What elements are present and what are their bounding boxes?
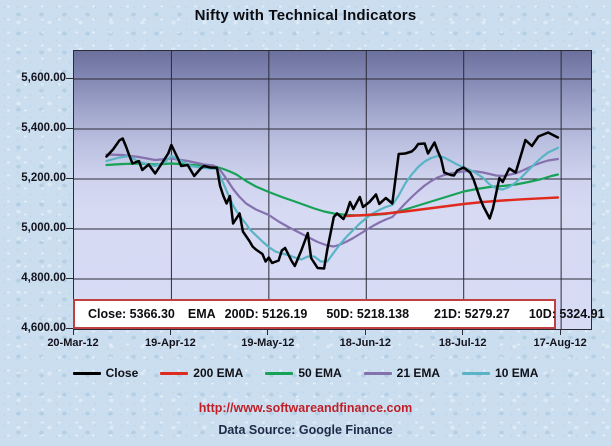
series-line-close xyxy=(105,131,560,270)
legend-line-swatch xyxy=(363,371,392,375)
info-close-value: Close: 5366.30 xyxy=(88,307,175,321)
legend-label: Close xyxy=(105,366,139,380)
legend-label: 200 EMA xyxy=(193,366,244,380)
legend-item-10-ema: 10 EMA xyxy=(462,366,538,380)
y-tick-label-5400: 5,400.00 xyxy=(21,122,66,134)
legend-item-21-ema: 21 EMA xyxy=(363,366,441,380)
x-tick-mark xyxy=(462,329,464,335)
plot-area xyxy=(73,50,592,330)
series-line-21-ema xyxy=(105,153,559,248)
y-tick-label-5200: 5,200.00 xyxy=(21,172,66,184)
info-ema-label: EMA xyxy=(187,307,216,321)
series-line-10-ema xyxy=(105,146,559,263)
legend-item-50-ema: 50 EMA xyxy=(265,366,342,380)
x-tick-label-18-Jul-12: 18-Jul-12 xyxy=(438,337,487,349)
y-tick-label-4600: 4,600.00 xyxy=(21,322,66,334)
x-tick-label-19-Apr-12: 19-Apr-12 xyxy=(145,337,196,349)
info-ema50-value: 50D: 5218.138 xyxy=(326,307,410,321)
legend-label: 50 EMA xyxy=(298,366,342,380)
legend-label: 10 EMA xyxy=(495,366,539,380)
x-tick-label-17-Aug-12: 17-Aug-12 xyxy=(533,337,587,349)
x-tick-label-19-May-12: 19-May-12 xyxy=(241,337,295,349)
legend-line-swatch xyxy=(462,371,491,375)
footer-website-url: http://www.softwareandfinance.com xyxy=(198,401,413,415)
x-tick-mark xyxy=(559,329,561,335)
y-tick-label-4800: 4,800.00 xyxy=(21,272,66,284)
y-tick-mark xyxy=(66,227,73,229)
legend-line-swatch xyxy=(72,371,101,375)
y-tick-mark xyxy=(66,77,73,79)
x-tick-label-18-Jun-12: 18-Jun-12 xyxy=(339,337,391,349)
legend-item-close: Close xyxy=(72,366,139,380)
y-tick-mark xyxy=(66,327,73,329)
info-ema10-value: 10D: 5324.91 xyxy=(528,307,605,321)
x-tick-mark xyxy=(72,329,74,335)
legend-line-swatch xyxy=(160,371,189,375)
indicator-info-box: Close: 5366.30 EMA 200D: 5126.19 50D: 52… xyxy=(73,299,605,329)
series-line-50-ema xyxy=(105,162,559,217)
x-tick-mark xyxy=(267,329,269,335)
y-tick-label-5000: 5,000.00 xyxy=(21,222,66,234)
y-tick-label-5600: 5,600.00 xyxy=(21,72,66,84)
series-line-200-ema xyxy=(345,196,560,218)
footer-data-source: Data Source: Google Finance xyxy=(218,423,393,437)
legend-line-swatch xyxy=(265,371,294,375)
info-ema200-value: 200D: 5126.19 xyxy=(224,307,308,321)
info-ema21-value: 21D: 5279.27 xyxy=(434,307,510,321)
y-tick-mark xyxy=(66,127,73,129)
legend-item-200-ema: 200 EMA xyxy=(160,366,243,380)
y-tick-mark xyxy=(66,277,73,279)
x-tick-label-20-Mar-12: 20-Mar-12 xyxy=(47,337,99,349)
x-tick-mark xyxy=(364,329,366,335)
y-tick-mark xyxy=(66,177,73,179)
x-tick-mark xyxy=(169,329,171,335)
chart-canvas xyxy=(74,51,591,329)
chart-title: Nifty with Technical Indicators xyxy=(194,7,417,24)
legend-label: 21 EMA xyxy=(396,366,441,380)
chart-legend: Close 200 EMA 50 EMA 21 EMA 10 EMA xyxy=(0,364,611,382)
